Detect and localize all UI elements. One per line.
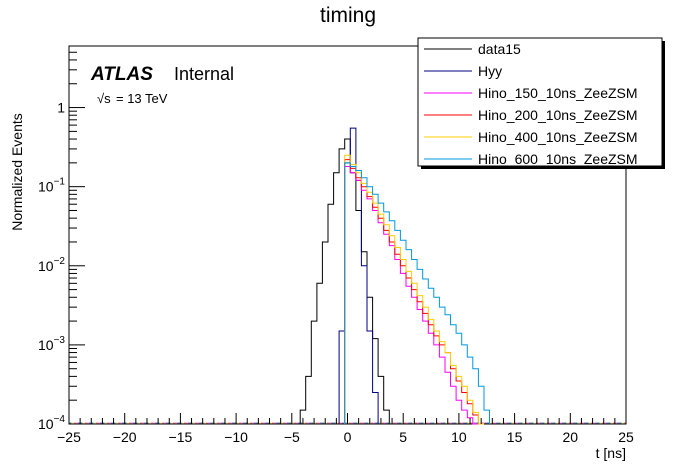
- legend-label-0: data15: [478, 41, 521, 57]
- chart-title: timing: [320, 4, 376, 27]
- x-tick-label: 0: [344, 429, 352, 445]
- legend-label-3: Hino_200_10ns_ZeeZSM: [478, 107, 638, 123]
- y-tick-label: 10−1: [38, 177, 65, 195]
- energy-label: = 13 TeV: [116, 91, 168, 106]
- atlas-label: ATLAS: [90, 64, 153, 85]
- legend-label-1: Hyy: [478, 63, 502, 79]
- legend: data15 Hyy Hino_150_10ns_ZeeZSM Hino_200_10…: [417, 37, 665, 169]
- x-tick-label: 10: [451, 429, 467, 445]
- series-line-3: [344, 159, 484, 425]
- legend-label-5: Hino_600_10ns_ZeeZSM: [478, 151, 638, 167]
- y-tick-label: 1: [57, 100, 65, 116]
- y-tick-label: 10−2: [38, 256, 65, 274]
- legend-entries: data15 Hyy Hino_150_10ns_ZeeZSM Hino_200_10…: [424, 41, 638, 167]
- series-line-0: [299, 138, 390, 424]
- x-tick-label: −10: [224, 429, 248, 445]
- x-tick-label: −15: [169, 429, 193, 445]
- x-tick-label: 20: [563, 429, 579, 445]
- axes-layer: −25 −20 −15 −10 −5 0 5 10 15 20 2510−410−310−210−1…: [38, 45, 634, 445]
- x-tick-label: −5: [284, 429, 300, 445]
- series-line-2: [344, 166, 484, 425]
- x-tick-label: −25: [57, 429, 81, 445]
- legend-box: [417, 37, 663, 167]
- x-tick-label: 5: [399, 429, 407, 445]
- legend-label-2: Hino_150_10ns_ZeeZSM: [478, 85, 638, 101]
- internal-label: Internal: [174, 64, 234, 84]
- energy-sqrt-label: √s: [97, 91, 111, 106]
- x-axis-label: t [ns]: [596, 445, 626, 461]
- series-line-5: [344, 162, 490, 424]
- series-layer: [69, 127, 626, 425]
- x-tick-label: 25: [618, 429, 634, 445]
- x-tick-label: 15: [507, 429, 523, 445]
- x-tick-label: −20: [113, 429, 137, 445]
- legend-label-4: Hino_400_10ns_ZeeZSM: [478, 129, 638, 145]
- y-axis-label: Normalized Events: [9, 113, 25, 231]
- y-tick-label: 10−3: [38, 335, 65, 353]
